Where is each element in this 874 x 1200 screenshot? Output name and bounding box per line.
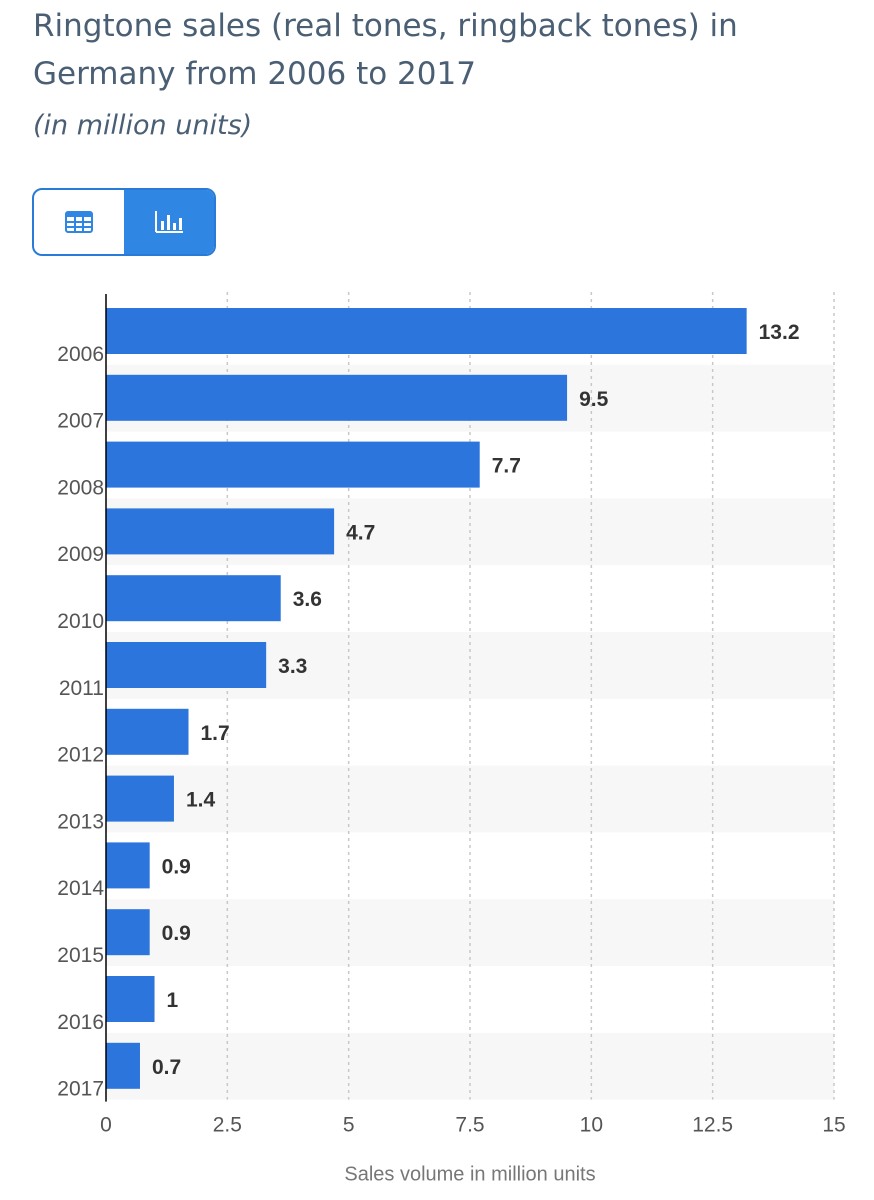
category-label: 2015: [57, 944, 104, 967]
category-label: 2006: [57, 343, 104, 366]
value-label: 1.7: [201, 722, 230, 745]
bar-2009[interactable]: [106, 508, 335, 555]
bar-2006[interactable]: [106, 308, 747, 354]
bar-2015[interactable]: [106, 909, 150, 956]
value-label: 13.2: [759, 321, 800, 344]
table-icon: [65, 211, 93, 233]
category-label: 2009: [57, 543, 104, 566]
bar-chart: 13.2 9.5 7.7 4.7 3.6 3.3 1.7 1.4 0.9 0.9 1 0.7 2006 2…: [57, 292, 846, 1186]
category-label: 2007: [57, 410, 104, 433]
x-tick-label: 12.5: [692, 1114, 733, 1137]
chart-title: Ringtone sales (real tones, ringback ton…: [33, 8, 738, 92]
category-label: 2013: [57, 810, 104, 833]
bar-2012[interactable]: [106, 708, 189, 755]
x-tick-label: 7.5: [455, 1114, 484, 1137]
value-label: 1.4: [186, 789, 216, 812]
category-label: 2016: [57, 1011, 104, 1034]
bar-2007[interactable]: [106, 374, 568, 421]
value-label: 9.5: [579, 388, 609, 411]
value-label: 1: [167, 989, 179, 1012]
x-axis-label: Sales volume in million units: [344, 1164, 595, 1186]
table-view-button[interactable]: [34, 190, 124, 254]
value-label: 0.9: [162, 855, 191, 878]
category-label: 2008: [57, 476, 104, 499]
view-toggle: [32, 188, 216, 256]
chart-subtitle: (in million units): [33, 110, 253, 141]
bar-2011[interactable]: [106, 642, 267, 688]
category-label: 2010: [57, 610, 104, 633]
category-label: 2017: [57, 1078, 104, 1101]
bar-2016[interactable]: [106, 976, 155, 1022]
bar-2014[interactable]: [106, 842, 150, 889]
bar-2017[interactable]: [106, 1042, 140, 1089]
category-label: 2011: [59, 677, 104, 700]
value-label: 0.7: [152, 1056, 181, 1079]
x-tick-label: 15: [822, 1114, 845, 1137]
bar-chart-icon: [155, 211, 183, 233]
value-label: 0.9: [162, 922, 191, 945]
value-label: 3.3: [278, 655, 307, 678]
chart-view-button[interactable]: [124, 190, 214, 254]
bar-2013[interactable]: [106, 775, 174, 822]
bar-2010[interactable]: [106, 575, 281, 622]
bar-2008[interactable]: [106, 441, 480, 488]
value-label: 7.7: [492, 455, 521, 478]
x-tick-label: 10: [580, 1114, 603, 1137]
value-label: 4.7: [346, 521, 375, 544]
value-label: 3.6: [293, 588, 322, 611]
x-tick-label: 2.5: [213, 1114, 242, 1137]
category-label: 2014: [57, 877, 104, 900]
x-tick-label: 0: [100, 1114, 112, 1137]
category-label: 2012: [57, 744, 104, 767]
x-tick-label: 5: [343, 1114, 355, 1137]
